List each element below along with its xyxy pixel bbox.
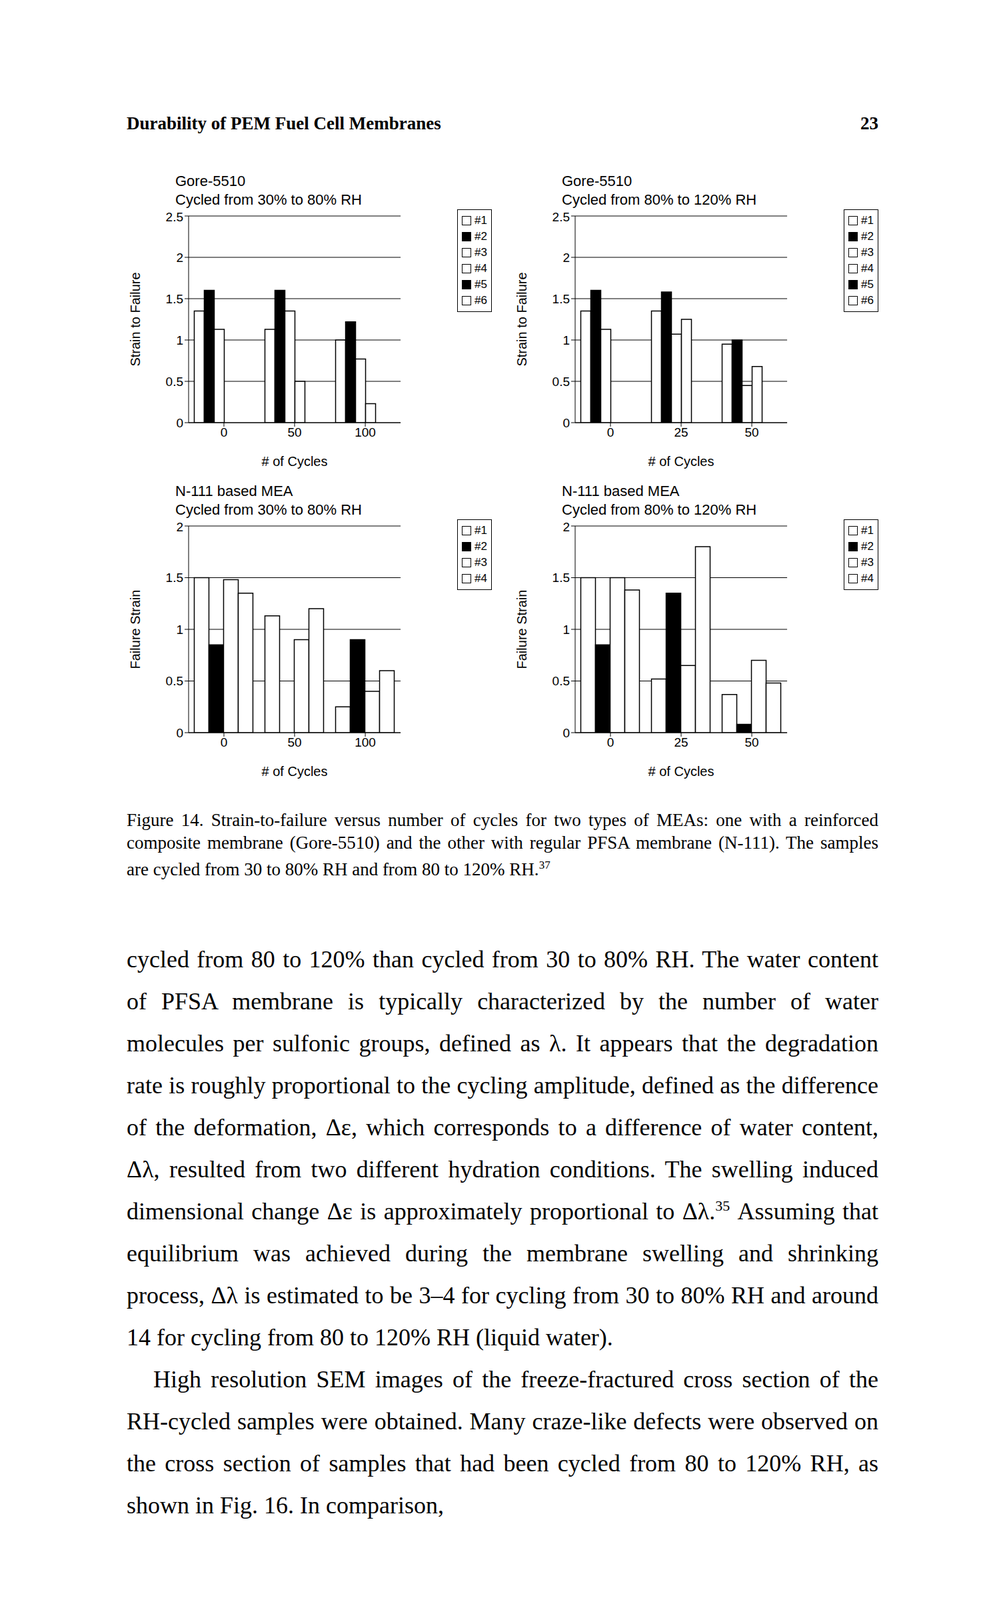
svg-text:2.5: 2.5 (552, 209, 570, 224)
html-text:N-111 based MEA: N-111 based MEA (561, 482, 680, 500)
svg-text:2: 2 (562, 519, 570, 534)
html-text:#2: #2 (474, 539, 488, 553)
svg-text:25: 25 (673, 425, 688, 440)
html-text:#4: #4 (474, 261, 488, 275)
svg-text:1: 1 (175, 622, 184, 637)
svg-text:2: 2 (175, 250, 184, 265)
svg-text:0: 0 (562, 725, 570, 740)
svg-text:0: 0 (220, 425, 228, 440)
html-text:#1: #1 (861, 213, 874, 227)
svg-text:Strain to Failure: Strain to Failure (514, 271, 530, 366)
svg-text:Failure Strain: Failure Strain (514, 589, 530, 670)
svg-text:1.5: 1.5 (165, 291, 184, 306)
svg-text:2: 2 (175, 519, 184, 534)
html-text:#3: #3 (861, 555, 874, 569)
html-text:High resolution SEM images of: High resolution SEM images of the freeze… (126, 1365, 879, 1519)
html-text:#5: #5 (474, 277, 488, 291)
svg-text:1.5: 1.5 (552, 570, 570, 585)
svg-text:0: 0 (175, 415, 184, 430)
html-text:#1: #1 (861, 523, 874, 537)
html-text:N-111 based MEA: N-111 based MEA (175, 482, 293, 500)
svg-text:0: 0 (220, 735, 228, 750)
html-text:23: 23 (860, 113, 879, 134)
html-text:#1: #1 (474, 213, 488, 227)
svg-text:0: 0 (562, 415, 570, 430)
svg-text:1.5: 1.5 (165, 570, 184, 585)
svg-text:25: 25 (673, 735, 688, 750)
html-text:Gore-5510: Gore-5510 (175, 172, 246, 190)
html-text:#5: #5 (861, 277, 874, 291)
svg-text:0: 0 (607, 735, 615, 750)
svg-text:0.5: 0.5 (165, 673, 184, 688)
html-text:cycled from 80 to 120% than cy: cycled from 80 to 120% than cycled from … (126, 945, 879, 1351)
svg-text:1: 1 (562, 333, 570, 348)
html-text:#6: #6 (474, 293, 488, 307)
html-text:#4: #4 (861, 571, 874, 585)
html-text:#2: #2 (861, 229, 874, 243)
svg-text:2: 2 (562, 250, 570, 265)
html-text:#3: #3 (474, 245, 488, 259)
html-text:Cycled from 30% to 80% RH: Cycled from 30% to 80% RH (175, 501, 362, 518)
html-text:Cycled from 80% to 120% RH: Cycled from 80% to 120% RH (561, 501, 757, 518)
svg-text:50: 50 (287, 425, 302, 440)
html-text:#4: #4 (474, 571, 488, 585)
svg-text:0: 0 (607, 425, 615, 440)
svg-text:2.5: 2.5 (165, 209, 184, 224)
svg-text:50: 50 (287, 735, 302, 750)
svg-text:0.5: 0.5 (552, 374, 570, 389)
svg-text:0.5: 0.5 (165, 374, 184, 389)
svg-text:100: 100 (354, 425, 376, 440)
svg-text:0.5: 0.5 (552, 673, 570, 688)
svg-text:50: 50 (744, 425, 759, 440)
svg-text:# of Cycles: # of Cycles (648, 763, 715, 779)
html-text:#6: #6 (861, 293, 874, 307)
html-text:Durability of PEM Fuel Cell Me: Durability of PEM Fuel Cell Membranes (126, 113, 441, 134)
html-text:#2: #2 (861, 539, 874, 553)
svg-text:Strain to Failure: Strain to Failure (127, 271, 143, 366)
svg-text:Failure Strain: Failure Strain (127, 589, 143, 670)
svg-text:# of Cycles: # of Cycles (261, 453, 328, 469)
svg-text:50: 50 (744, 735, 759, 750)
html-text:Cycled from 30% to 80% RH: Cycled from 30% to 80% RH (175, 191, 362, 208)
html-text:#4: #4 (861, 261, 874, 275)
svg-text:1.5: 1.5 (552, 291, 570, 306)
html-text:#3: #3 (861, 245, 874, 259)
html-text:#3: #3 (474, 555, 488, 569)
svg-text:# of Cycles: # of Cycles (261, 763, 328, 779)
svg-text:# of Cycles: # of Cycles (648, 453, 715, 469)
html-text:Cycled from 80% to 120% RH: Cycled from 80% to 120% RH (561, 191, 757, 208)
html-text:Gore-5510: Gore-5510 (561, 172, 632, 190)
html-text:#1: #1 (474, 523, 488, 537)
svg-text:1: 1 (562, 622, 570, 637)
svg-text:100: 100 (354, 735, 376, 750)
html-text:Figure 14. Strain-to-failure v: Figure 14. Strain-to-failure versus numb… (126, 809, 879, 880)
html-text:#2: #2 (474, 229, 488, 243)
svg-text:0: 0 (175, 725, 184, 740)
svg-text:1: 1 (175, 333, 184, 348)
